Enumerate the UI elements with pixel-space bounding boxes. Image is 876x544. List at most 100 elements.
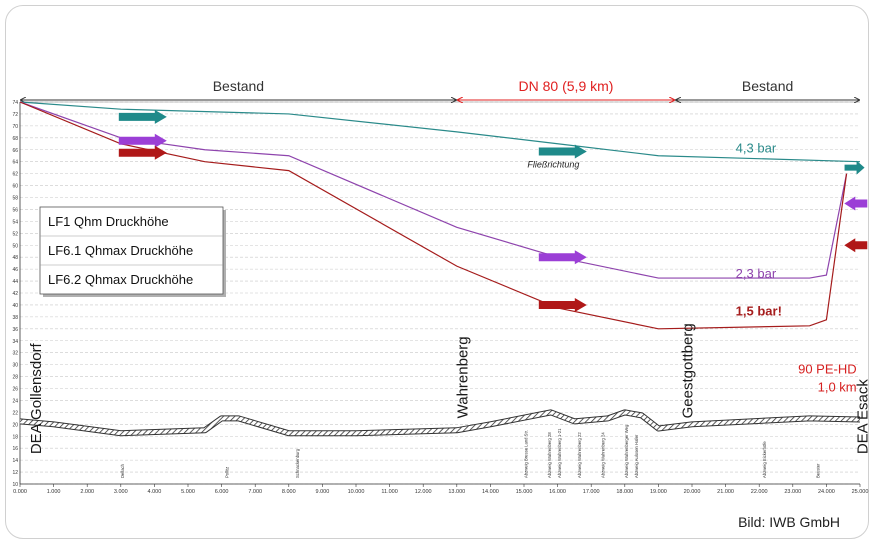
y-tick-label: 26 xyxy=(12,387,18,393)
location-label: Pollitz xyxy=(224,467,229,478)
pressure-annotation: 90 PE-HD xyxy=(798,362,857,377)
place-label: Geestgottberg xyxy=(680,323,697,418)
x-tick-label: 14.000 xyxy=(482,489,499,495)
x-tick-label: 2.000 xyxy=(80,489,94,495)
flow-arrow xyxy=(844,238,868,253)
flow-direction-label: Fließrichtung xyxy=(527,160,579,170)
y-tick-label: 60 xyxy=(12,184,18,190)
x-tick-label: 16.000 xyxy=(549,489,566,495)
location-label: Abzweig Wahrenberger Weg xyxy=(624,424,629,478)
x-tick-label: 10.000 xyxy=(348,489,365,495)
y-tick-label: 42 xyxy=(12,291,18,297)
place-label: DEA Esack xyxy=(854,379,871,455)
flow-arrow xyxy=(118,133,167,148)
y-tick-label: 12 xyxy=(12,470,18,476)
x-tick-label: 13.000 xyxy=(448,489,465,495)
location-label: Abzweig Wahrenberg 22 xyxy=(577,432,582,478)
y-tick-label: 70 xyxy=(12,124,18,130)
image-credit: Bild: IWB GmbH xyxy=(738,514,840,530)
y-tick-label: 20 xyxy=(12,422,18,428)
flow-arrow xyxy=(844,160,865,175)
y-tick-label: 16 xyxy=(12,446,18,452)
pressure-annotation: 1,0 km xyxy=(818,379,857,394)
location-label: Abzweig Wahrenberg 28 xyxy=(547,432,552,478)
terrain-line xyxy=(19,410,861,436)
x-tick-label: 23.000 xyxy=(784,489,801,495)
x-tick-label: 5.000 xyxy=(181,489,195,495)
y-tick-label: 58 xyxy=(12,196,18,202)
x-tick-label: 8.000 xyxy=(282,489,296,495)
pressure-annotation: 4,3 bar xyxy=(736,141,777,156)
legend-entry: LF6.2 Qhmax Druckhöhe xyxy=(48,272,193,287)
x-tick-label: 3.000 xyxy=(114,489,128,495)
x-tick-label: 9.000 xyxy=(316,489,330,495)
x-tick-label: 17.000 xyxy=(583,489,600,495)
legend: LF1 Qhm Druckhöhe LF6.1 Qhmax Druckhöhe LF… xyxy=(39,206,226,297)
y-tick-label: 72 xyxy=(12,112,18,118)
place-label: DEA Gollensdorf xyxy=(28,342,45,454)
y-tick-label: 22 xyxy=(12,410,18,416)
segment-label: DN 80 (5,9 km) xyxy=(519,78,614,94)
y-tick-label: 38 xyxy=(12,315,18,321)
series-line-1 xyxy=(19,101,861,163)
y-tick-label: 56 xyxy=(12,207,18,213)
x-tick-label: 22.000 xyxy=(751,489,768,495)
y-tick-label: 52 xyxy=(12,231,18,237)
legend-entry: LF6.1 Qhmax Druckhöhe xyxy=(48,243,193,258)
x-tick-label: 12.000 xyxy=(415,489,432,495)
y-tick-label: 62 xyxy=(12,172,18,178)
flow-arrow xyxy=(844,196,868,211)
x-tick-label: 4.000 xyxy=(148,489,162,495)
y-tick-label: 68 xyxy=(12,136,18,142)
y-tick-label: 54 xyxy=(12,219,18,225)
x-tick-label: 15.000 xyxy=(516,489,533,495)
y-tick-label: 30 xyxy=(12,363,18,369)
location-label: Abzweig Wahrenberg 1-21 xyxy=(557,428,562,478)
location-label: Abzweig Eickerhöfe xyxy=(762,441,767,478)
y-tick-label: 40 xyxy=(12,303,18,309)
pressure-annotation: 2,3 bar xyxy=(736,266,777,281)
location-label: Schnackenburg xyxy=(295,448,300,478)
legend-box xyxy=(39,206,224,295)
flow-arrow xyxy=(118,109,167,124)
y-tick-label: 46 xyxy=(12,267,18,273)
x-tick-label: 6.000 xyxy=(215,489,229,495)
y-tick-label: 18 xyxy=(12,434,18,440)
y-tick-label: 48 xyxy=(12,255,18,261)
x-tick-label: 0.000 xyxy=(13,489,27,495)
x-tick-label: 18.000 xyxy=(616,489,633,495)
x-tick-label: 21.000 xyxy=(717,489,734,495)
y-tick-label: 34 xyxy=(12,339,18,345)
y-tick-label: 74 xyxy=(12,100,18,106)
y-tick-label: 14 xyxy=(12,458,18,464)
flow-arrow xyxy=(538,250,587,265)
location-label: Abzweig Aulosen Hafer xyxy=(634,434,639,478)
location-label: Abzweig Bresse Land Str. xyxy=(523,430,528,478)
x-tick-label: 20.000 xyxy=(684,489,701,495)
legend-entry: LF1 Qhm Druckhöhe xyxy=(48,214,169,229)
segment-label: Bestand xyxy=(742,78,793,94)
y-tick-label: 44 xyxy=(12,279,18,285)
location-label: Abzweig Wahrenberg 24 xyxy=(601,432,606,478)
series-line-2 xyxy=(19,101,848,279)
y-tick-label: 50 xyxy=(12,243,18,249)
flow-arrow xyxy=(538,297,587,312)
x-tick-label: 7.000 xyxy=(248,489,262,495)
y-tick-label: 28 xyxy=(12,375,18,381)
x-tick-label: 25.000 xyxy=(852,489,869,495)
y-tick-label: 32 xyxy=(12,351,18,357)
segment-label: Bestand xyxy=(213,78,264,94)
pressure-annotation: 1,5 bar! xyxy=(736,304,782,319)
y-tick-label: 66 xyxy=(12,148,18,154)
x-tick-label: 1.000 xyxy=(47,489,61,495)
location-label: Beuster xyxy=(816,463,821,478)
flow-arrow xyxy=(538,144,587,159)
y-tick-label: 36 xyxy=(12,327,18,333)
flow-arrow xyxy=(118,145,167,160)
x-tick-label: 11.000 xyxy=(381,489,397,495)
y-tick-label: 10 xyxy=(12,482,18,488)
y-tick-label: 64 xyxy=(12,160,18,166)
place-label: Wahrenberg xyxy=(455,336,472,418)
location-label: Dellach xyxy=(120,463,125,478)
